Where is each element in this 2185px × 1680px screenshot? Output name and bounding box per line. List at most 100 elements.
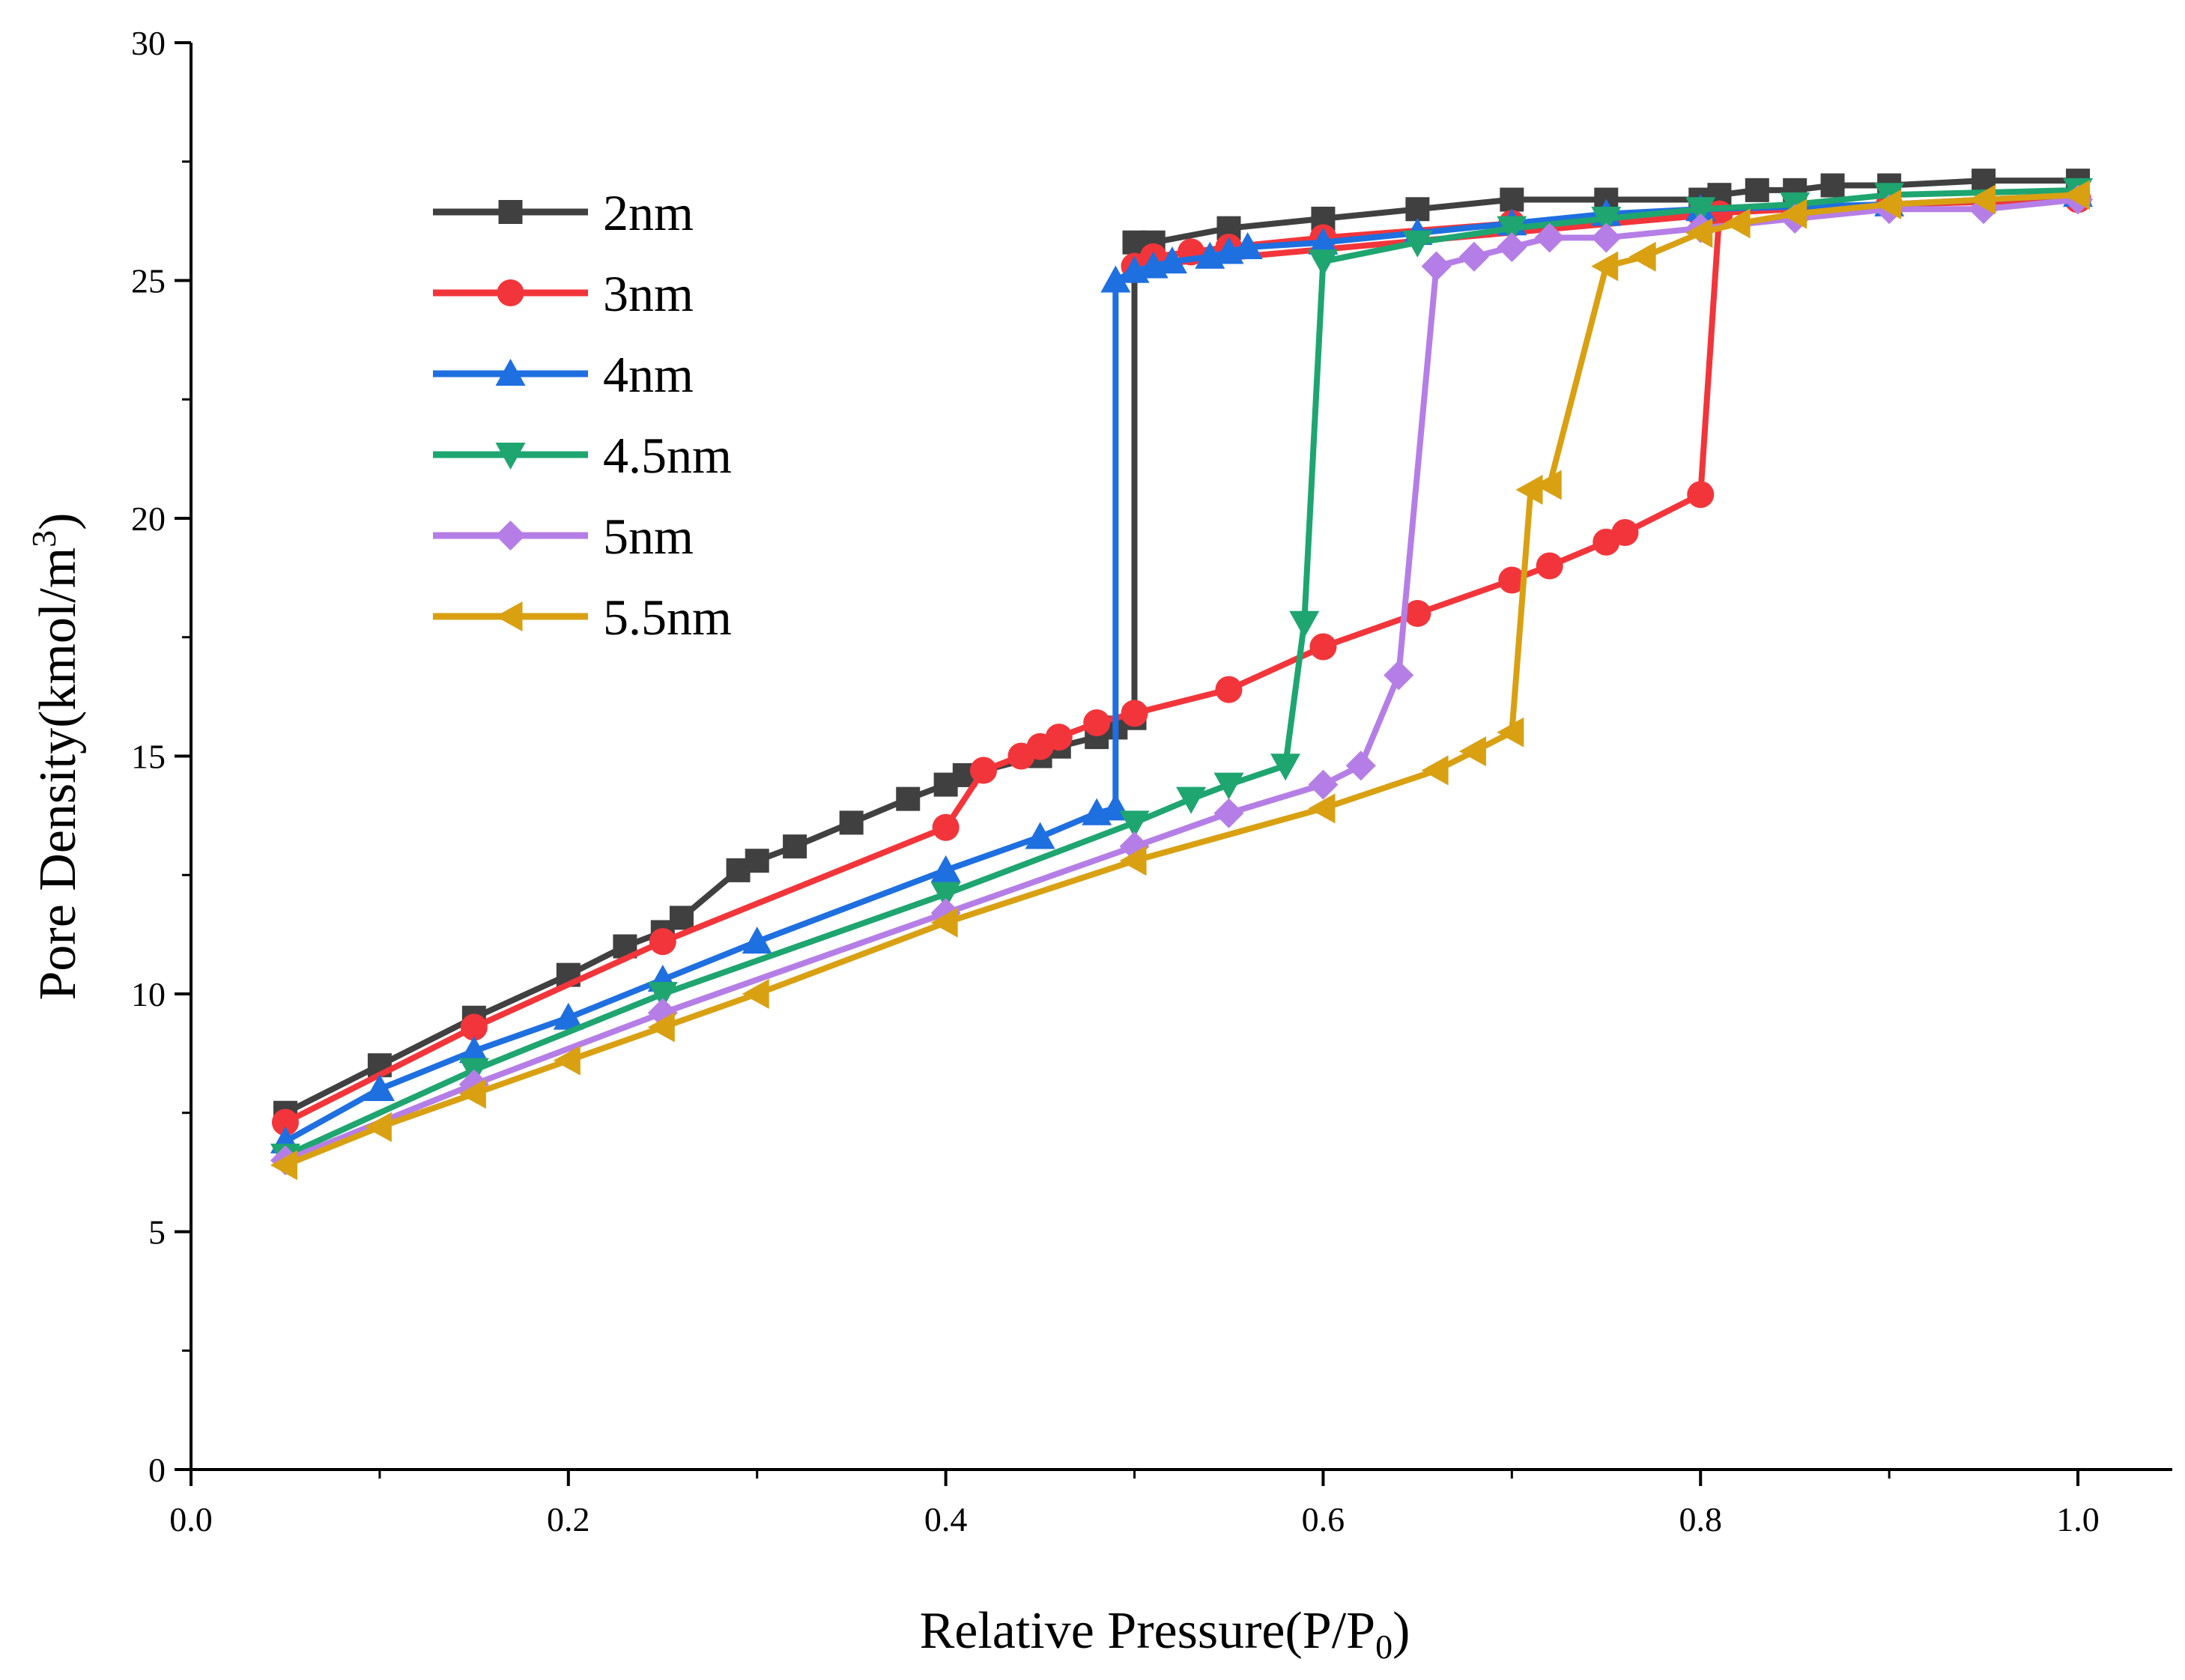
data-point-4nm — [553, 1002, 584, 1030]
legend-marker — [495, 521, 526, 551]
data-point-5.5nm — [553, 1045, 581, 1076]
data-point-4nm — [1157, 246, 1187, 274]
legend-item-4.5nm: 4.5nm — [433, 427, 732, 484]
data-point-2nm — [896, 786, 921, 811]
legend-marker — [497, 279, 524, 306]
data-point-3nm — [1611, 519, 1639, 547]
data-point-4.5nm — [1402, 230, 1433, 258]
data-point-5.5nm — [1780, 198, 1807, 229]
data-point-5.5nm — [1685, 218, 1713, 248]
legend-marker — [498, 200, 523, 224]
legend-item-4nm: 4nm — [433, 346, 694, 403]
y-axis-title-end: ) — [29, 513, 87, 530]
data-point-5nm — [1534, 222, 1565, 253]
data-point-5.5nm — [458, 1079, 486, 1109]
data-point-4.5nm — [1308, 249, 1339, 277]
data-point-3nm — [460, 1013, 488, 1041]
data-point-5nm — [1497, 232, 1527, 263]
data-point-3nm — [1498, 566, 1526, 594]
data-point-5nm — [1458, 241, 1489, 272]
data-point-4.5nm — [1213, 772, 1244, 800]
data-point-5.5nm — [647, 1012, 675, 1043]
data-point-3nm — [271, 1109, 299, 1136]
x-tick-label: 0.4 — [924, 1500, 968, 1538]
legend-label: 5nm — [603, 508, 694, 565]
data-point-4.5nm — [647, 982, 678, 1009]
data-point-5.5nm — [2063, 180, 2091, 210]
data-point-2nm — [1405, 197, 1430, 222]
data-point-5.5nm — [1421, 755, 1449, 786]
series-3nm — [271, 186, 2092, 1136]
series-line-5nm — [284, 196, 2079, 1164]
data-point-3nm — [932, 813, 960, 841]
y-axis-title: Pore Density(kmol/m3) — [25, 513, 87, 1001]
y-tick-label: 5 — [148, 1213, 166, 1252]
x-axis-title: Relative Pressure(P/P0) — [920, 1602, 1410, 1666]
series-line-4nm — [284, 192, 2079, 1144]
data-point-5.5nm — [1534, 470, 1562, 500]
data-point-2nm — [783, 834, 807, 859]
legend: 2nm 3nm 4nm 4.5nm 5nm 5.5nm — [433, 184, 732, 646]
legend-label: 5.5nm — [603, 589, 732, 646]
legend-item-3nm: 3nm — [433, 265, 694, 322]
data-point-5.5nm — [270, 1150, 297, 1180]
legend-marker — [495, 601, 523, 631]
data-point-5nm — [1591, 222, 1622, 253]
legend-label: 3nm — [603, 265, 694, 322]
data-point-4.5nm — [1119, 810, 1150, 838]
series-4nm — [270, 180, 2094, 1153]
data-point-4nm — [364, 1074, 395, 1101]
x-axis-title-main: Relative Pressure(P/P — [920, 1602, 1376, 1660]
data-point-5.5nm — [1591, 251, 1619, 282]
data-point-3nm — [1215, 676, 1243, 703]
data-point-5.5nm — [1628, 241, 1656, 272]
legend-label: 4.5nm — [603, 427, 732, 484]
data-point-5.5nm — [1723, 208, 1751, 239]
data-point-3nm — [1045, 724, 1073, 751]
legend-label: 4nm — [603, 346, 694, 403]
y-axis-title-main: Pore Density(kmol/m — [29, 548, 87, 1001]
data-point-3nm — [1083, 709, 1111, 737]
data-point-2nm — [1745, 178, 1769, 202]
y-tick-label: 15 — [131, 738, 166, 776]
y-tick-label: 10 — [131, 975, 166, 1013]
data-point-3nm — [649, 928, 676, 956]
series-layer — [270, 169, 2094, 1180]
x-axis-title-sub: 0 — [1375, 1628, 1392, 1666]
x-tick-label: 0.8 — [1679, 1500, 1722, 1538]
x-axis-title-end: ) — [1392, 1602, 1410, 1660]
data-point-5nm — [1345, 750, 1376, 781]
data-point-4.5nm — [1176, 786, 1207, 814]
data-point-5nm — [1308, 769, 1339, 800]
data-point-4.5nm — [1497, 216, 1527, 243]
data-point-5.5nm — [1308, 793, 1336, 824]
legend-marker — [495, 443, 526, 470]
y-axis-title-sup: 3 — [25, 530, 63, 548]
data-point-4.5nm — [930, 882, 961, 909]
series-line-5.5nm — [284, 192, 2079, 1168]
y-tick-label: 30 — [131, 24, 166, 62]
data-point-5.5nm — [1119, 846, 1147, 876]
data-point-5.5nm — [742, 979, 769, 1009]
data-point-4.5nm — [1591, 206, 1622, 234]
legend-marker — [495, 359, 526, 386]
x-tick-label: 0.2 — [547, 1500, 590, 1538]
data-point-4.5nm — [1289, 610, 1320, 638]
data-point-3nm — [1309, 633, 1337, 661]
y-tick-label: 0 — [148, 1451, 166, 1489]
data-point-4nm — [1025, 822, 1055, 849]
data-point-4nm — [930, 855, 961, 882]
x-tick-label: 0.0 — [169, 1500, 213, 1538]
data-point-4nm — [1100, 265, 1131, 293]
data-point-2nm — [1500, 187, 1524, 212]
data-point-2nm — [1820, 173, 1845, 198]
series-line-2nm — [284, 178, 2078, 1116]
data-point-3nm — [1687, 481, 1715, 509]
data-point-3nm — [970, 756, 997, 784]
legend-label: 2nm — [603, 184, 694, 241]
data-point-5nm — [1421, 251, 1452, 282]
data-point-4nm — [742, 927, 772, 954]
data-point-2nm — [839, 810, 864, 835]
legend-item-5nm: 5nm — [433, 508, 694, 565]
data-point-3nm — [1536, 552, 1563, 580]
